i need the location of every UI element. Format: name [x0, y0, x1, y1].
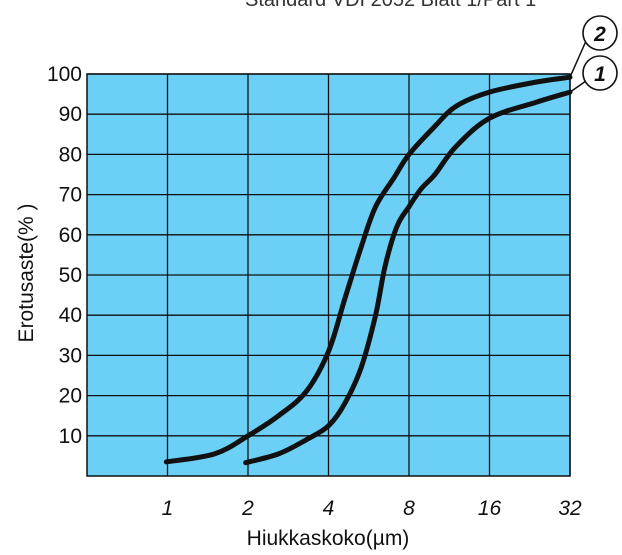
y-tick-70: 70: [59, 184, 82, 207]
standard-note: Standard VDI 2052 Blatt 1/Part 1: [245, 0, 536, 11]
y-axis-label: Erotusaste(% ): [15, 204, 38, 343]
series-marker-1: [582, 55, 618, 91]
y-tick-20: 20: [59, 385, 82, 408]
series-marker-label-1: 1: [594, 63, 606, 86]
x-axis-label: Hiukkaskoko(µm): [247, 527, 410, 550]
series-leader-1: [569, 80, 587, 93]
y-tick-10: 10: [59, 425, 82, 448]
y-tick-30: 30: [59, 344, 82, 367]
y-tick-80: 80: [59, 143, 82, 166]
grid-lines: [87, 73, 571, 476]
series-marker-label-2: 2: [593, 23, 606, 46]
x-tick-1: 1: [162, 497, 174, 520]
y-axis-ticks: 10 20 30 40 50 60 70 80 90 100: [47, 63, 82, 448]
x-tick-2: 2: [241, 497, 254, 520]
series-lines: [163, 74, 573, 466]
series-markers: 12: [569, 15, 618, 93]
x-axis-ticks: 1 2 4 8 16 32: [162, 497, 582, 520]
x-tick-16: 16: [478, 497, 502, 520]
y-tick-60: 60: [59, 224, 82, 247]
series-line-1: [243, 89, 573, 466]
x-tick-8: 8: [403, 497, 415, 520]
y-tick-90: 90: [59, 103, 82, 126]
series-marker-2: [582, 15, 618, 51]
y-tick-100: 100: [47, 63, 82, 86]
y-tick-40: 40: [59, 304, 82, 327]
y-tick-50: 50: [59, 264, 82, 287]
x-tick-32: 32: [558, 497, 582, 520]
series-leader-2: [569, 40, 587, 78]
x-tick-4: 4: [323, 497, 335, 520]
series-line-2: [163, 74, 573, 465]
